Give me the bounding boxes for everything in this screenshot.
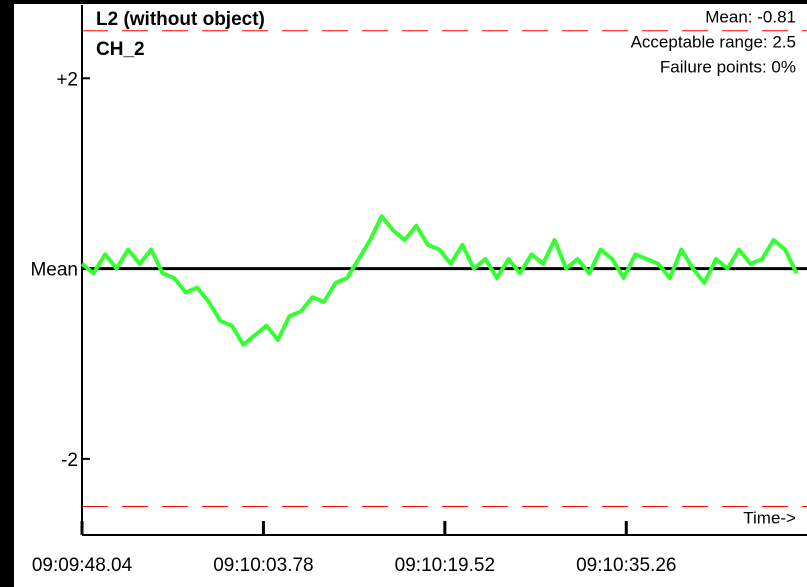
x-axis-label: Time-> [743, 508, 796, 527]
y-tick-label: +2 [56, 69, 78, 90]
chart-subtitle: CH_2 [96, 39, 145, 60]
data-line [80, 214, 799, 347]
chart-title: L2 (without object) [96, 9, 265, 30]
x-tick-label: 09:10:35.26 [576, 555, 676, 576]
x-tick-label: 09:09:48.04 [32, 555, 133, 576]
annotation: Mean: -0.81 [705, 7, 796, 26]
annotation: Acceptable range: 2.5 [631, 32, 796, 51]
y-tick-label: -2 [61, 450, 78, 471]
annotation: Failure points: 0% [660, 57, 796, 76]
background [14, 4, 807, 587]
x-tick-label: 09:10:03.78 [213, 555, 313, 576]
y-tick-label: Mean [30, 260, 78, 281]
x-tick-label: 09:10:19.52 [395, 555, 495, 576]
